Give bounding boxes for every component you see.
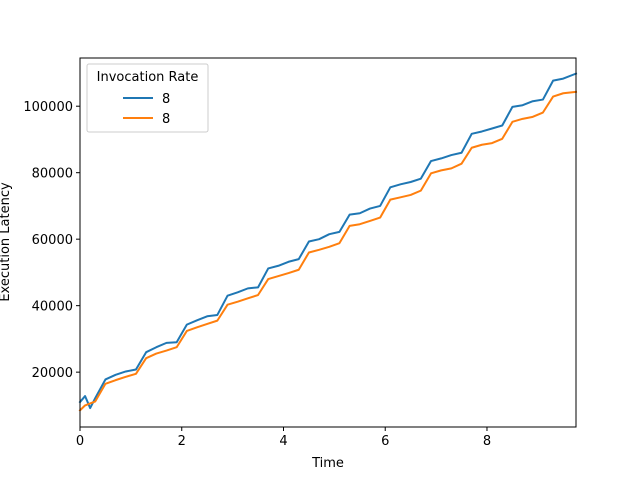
x-tick-label: 8 <box>483 434 491 449</box>
y-axis: 20000 40000 60000 80000 100000 <box>23 100 80 381</box>
x-tick-label: 6 <box>381 434 389 449</box>
series-line-0 <box>78 72 578 410</box>
legend-label-0: 8 <box>162 92 170 107</box>
y-tick-label: 100000 <box>23 100 73 115</box>
y-tick-label: 60000 <box>32 233 73 248</box>
x-tick-label: 4 <box>279 434 287 449</box>
plot-frame <box>79 57 577 428</box>
legend-title: Invocation Rate <box>97 70 199 85</box>
series-layer <box>78 72 578 412</box>
y-tick-label: 40000 <box>32 300 73 315</box>
legend-label-1: 8 <box>162 112 170 127</box>
x-tick-label: 0 <box>76 434 84 449</box>
x-tick-label: 2 <box>178 434 186 449</box>
x-axis: 0 2 4 6 8 <box>76 427 491 449</box>
y-tick-label: 80000 <box>32 167 73 182</box>
y-axis-label: Execution Latency <box>0 182 13 302</box>
series-line-1 <box>78 90 578 412</box>
legend: Invocation Rate 8 8 <box>86 63 209 133</box>
x-axis-label: Time <box>311 456 344 471</box>
y-tick-label: 20000 <box>32 366 73 381</box>
